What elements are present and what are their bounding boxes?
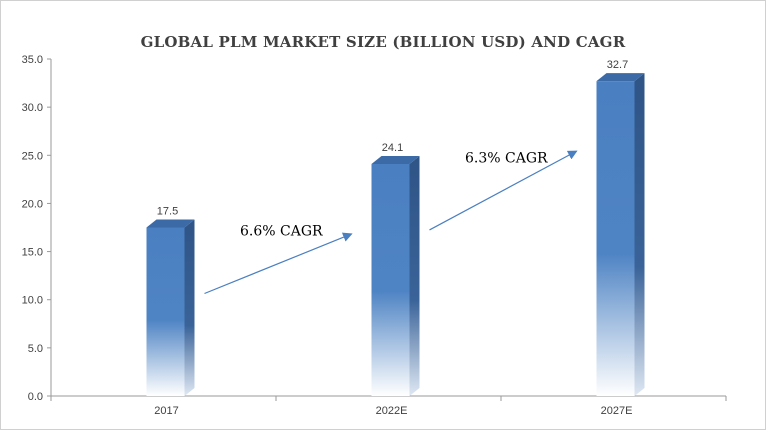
- y-tick-label: 5.0: [28, 343, 43, 355]
- y-tick-label: 0.0: [28, 391, 43, 403]
- bar-top-2017: [146, 219, 195, 228]
- bar-side-2017: [184, 219, 195, 396]
- y-tick-label: 35.0: [22, 54, 43, 66]
- data-label: 32.7: [607, 59, 628, 71]
- data-label: 17.5: [157, 206, 178, 218]
- y-tick-label: 15.0: [22, 247, 43, 259]
- x-tick-label: 2027E: [601, 405, 633, 417]
- cagr-label: 6.6% CAGR: [240, 224, 323, 240]
- y-tick-label: 20.0: [22, 198, 43, 210]
- bar-side-2022E: [409, 155, 420, 396]
- x-tick-label: 2022E: [376, 405, 408, 417]
- cagr-arrow: [204, 232, 353, 295]
- cagr-label: 6.3% CAGR: [465, 151, 548, 167]
- y-tick-label: 25.0: [22, 150, 43, 162]
- bar-top-2027E: [596, 73, 645, 82]
- bar-side-2027E: [634, 73, 645, 396]
- bar-2017: [146, 227, 185, 396]
- cagr-arrow: [429, 150, 578, 231]
- y-tick-label: 10.0: [22, 295, 43, 307]
- x-tick-label: 2017: [154, 405, 178, 417]
- bar-top-2022E: [371, 155, 420, 164]
- y-tick-label: 30.0: [22, 102, 43, 114]
- bar-2022E: [371, 163, 410, 396]
- bar-2027E: [596, 81, 635, 396]
- chart-title: GLOBAL PLM MARKET SIZE (BILLION USD) AND…: [140, 33, 626, 51]
- data-label: 24.1: [382, 142, 403, 154]
